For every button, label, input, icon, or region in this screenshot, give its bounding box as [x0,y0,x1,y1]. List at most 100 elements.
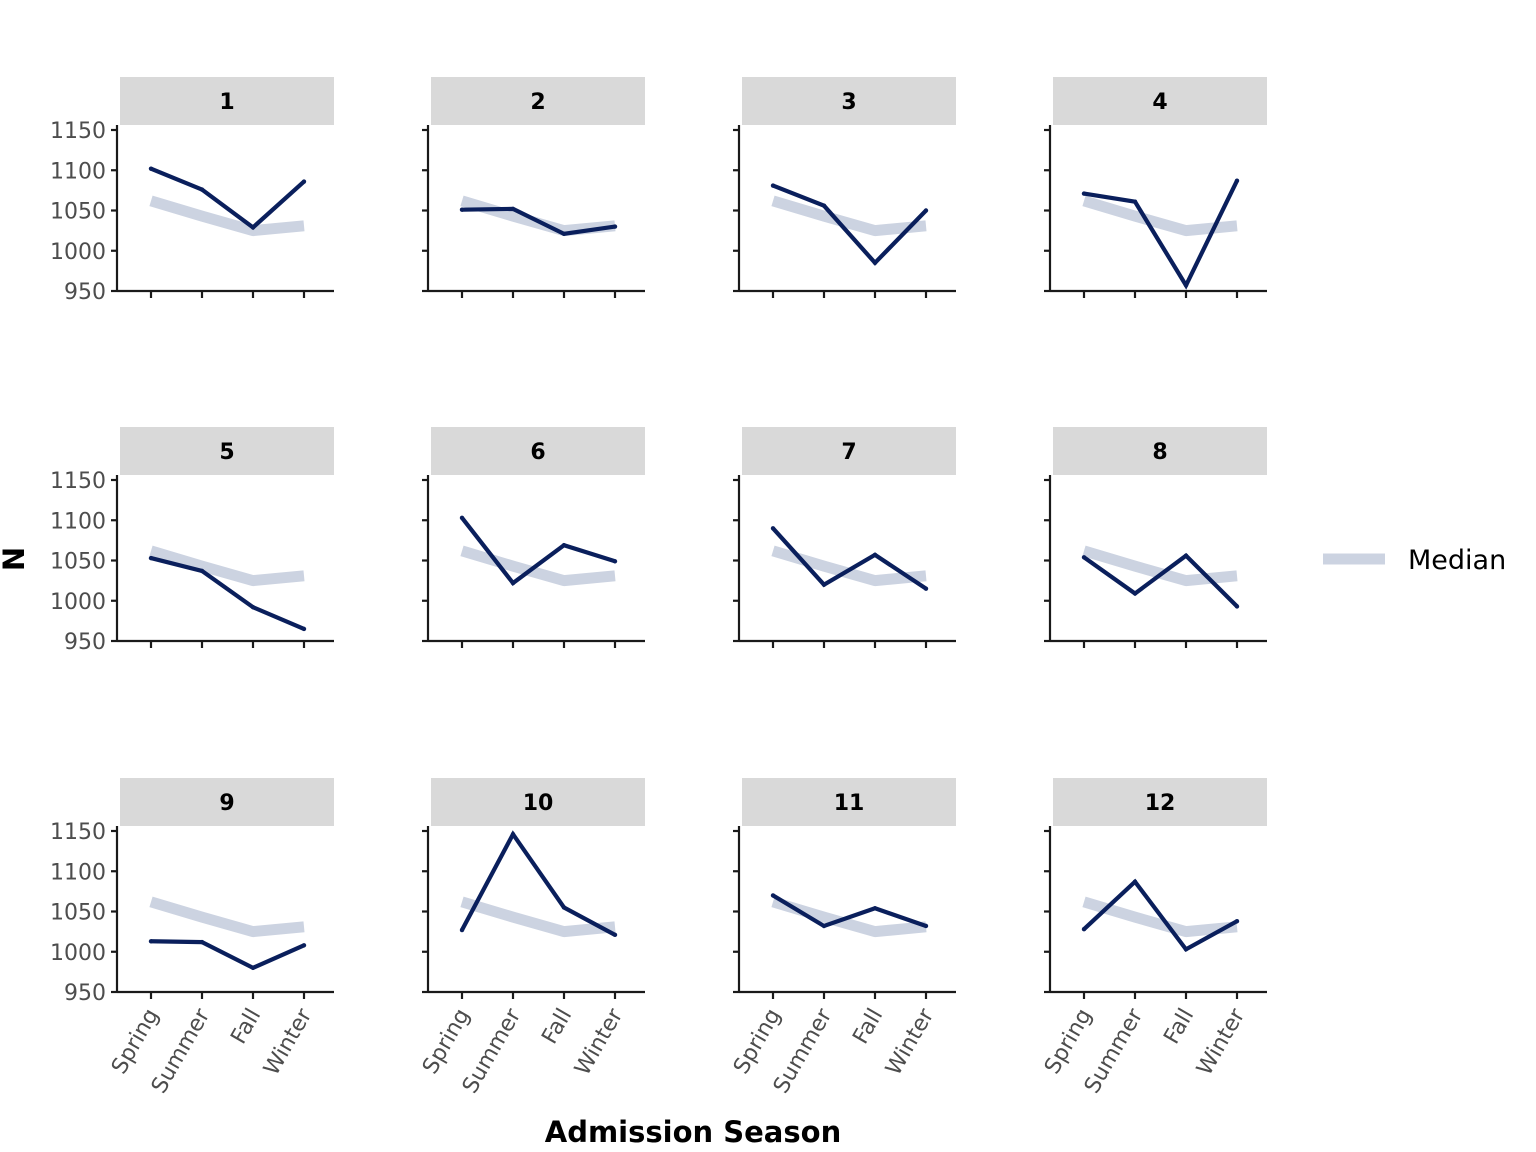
median-line [149,545,305,587]
legend: Median [1323,545,1506,576]
facet-panel-5: 5 950 1000 1050 1100 1150 [50,427,334,655]
facet-strip [120,427,334,475]
series-line-12 [1082,878,1239,953]
data-point [199,568,205,574]
facet-panel-6: 6 [422,427,645,648]
facet-strip-label: 7 [841,440,856,465]
facet-strip [431,77,645,125]
facet-strip [1053,77,1267,125]
data-point [250,965,256,971]
data-point [612,559,618,564]
series-line-1 [150,166,306,231]
data-point [1081,191,1087,196]
facet-strip-label: 12 [1145,791,1176,816]
series-line-7 [771,526,928,591]
data-point [459,927,465,933]
facet-strip [742,77,956,125]
data-point [1132,879,1138,884]
x-tick-label: Fall [226,1005,266,1049]
facet-strip-label: 3 [841,90,856,115]
data-point [250,225,256,230]
facet-strip [120,77,334,125]
data-point [923,923,929,929]
y-tick-label: 1150 [50,119,106,144]
x-tick-label: Fall [1159,1005,1199,1049]
facet-strip-label: 4 [1152,90,1167,115]
facet-strip-label: 8 [1152,440,1167,465]
median-line [1082,195,1238,237]
x-tick-label: Winter [1192,1004,1250,1080]
x-tick-label: Fall [848,1005,888,1049]
x-tick-label: Spring [107,1005,164,1079]
median-line [149,896,305,938]
facet-strip-label: 5 [219,440,234,465]
data-point [561,905,567,910]
legend-median-label: Median [1408,545,1506,576]
x-tick-label: Spring [1040,1005,1097,1079]
facet-strip-label: 10 [523,791,554,816]
y-tick-label: 1150 [50,469,106,494]
data-point [770,893,776,898]
data-point [821,923,827,929]
data-point [148,555,154,561]
y-tick-label: 1000 [50,240,106,265]
data-point [561,231,567,237]
data-point [612,224,618,229]
series-line-2 [461,206,616,237]
series-line-9 [150,939,305,971]
y-tick-label: 1100 [50,159,106,184]
facet-strip-label: 9 [219,791,234,816]
data-point [821,582,827,587]
y-tick-label: 1050 [50,550,106,575]
facet-strip-label: 6 [530,440,545,465]
series-line-8 [1082,552,1239,608]
series-line-11 [771,893,927,929]
y-tick-label: 1000 [50,941,106,966]
facet-strip-label: 2 [530,90,545,115]
data-point [1234,178,1240,183]
facet-panel-2: 2 [422,77,645,298]
data-point [770,526,776,531]
data-point [561,543,567,548]
data-point [301,943,307,948]
x-tick-label: Spring [418,1005,475,1079]
series-line-10 [460,830,616,937]
facet-panel-3: 3 [733,77,956,298]
data-point [821,203,827,208]
y-tick-label: 1100 [50,860,106,885]
facet-strip [742,778,956,826]
data-point [1183,947,1189,952]
y-axis-title: N [0,547,31,571]
x-tick-label: Winter [259,1004,317,1080]
facet-strip [431,778,645,826]
y-tick-label: 950 [64,630,106,655]
y-tick-label: 1050 [50,200,106,225]
y-tick-label: 1100 [50,509,106,534]
data-point [250,604,256,610]
median-line [460,545,616,587]
facet-panel-1: 1 950 1000 1050 1100 1150 [50,77,334,305]
data-point [148,939,154,944]
facet-strip [120,778,334,826]
y-tick-label: 1150 [50,820,106,845]
data-point [872,906,878,911]
y-tick-label: 1000 [50,590,106,615]
data-point [510,832,516,837]
data-point [770,183,776,188]
data-point [1081,927,1087,932]
data-point [872,552,878,558]
facet-panel-4: 4 [1044,77,1267,298]
median-line [460,896,616,938]
facet-panel-8: 8 [1044,427,1267,648]
data-point [872,260,878,266]
data-point [510,580,516,586]
data-point [1132,199,1138,204]
data-point [1183,283,1189,288]
data-point [1183,553,1189,558]
data-point [459,207,465,212]
